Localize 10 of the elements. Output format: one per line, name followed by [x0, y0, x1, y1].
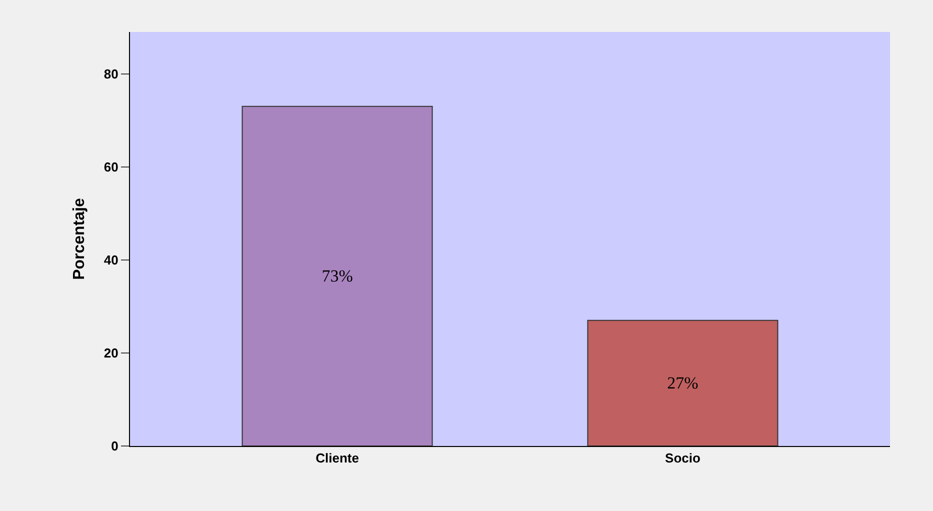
y-tick-label: 20: [104, 346, 118, 361]
x-tick-label: Socio: [665, 450, 700, 466]
data-label: 27%: [667, 374, 698, 393]
x-tick-label: Cliente: [316, 450, 359, 466]
y-tick-label: 80: [104, 66, 118, 82]
y-axis-title: Porcentaje: [70, 198, 88, 280]
y-tick-label: 0: [111, 438, 118, 454]
y-tick-label: 40: [104, 252, 118, 268]
y-tick-label: 60: [104, 159, 118, 174]
data-label: 73%: [322, 266, 353, 286]
